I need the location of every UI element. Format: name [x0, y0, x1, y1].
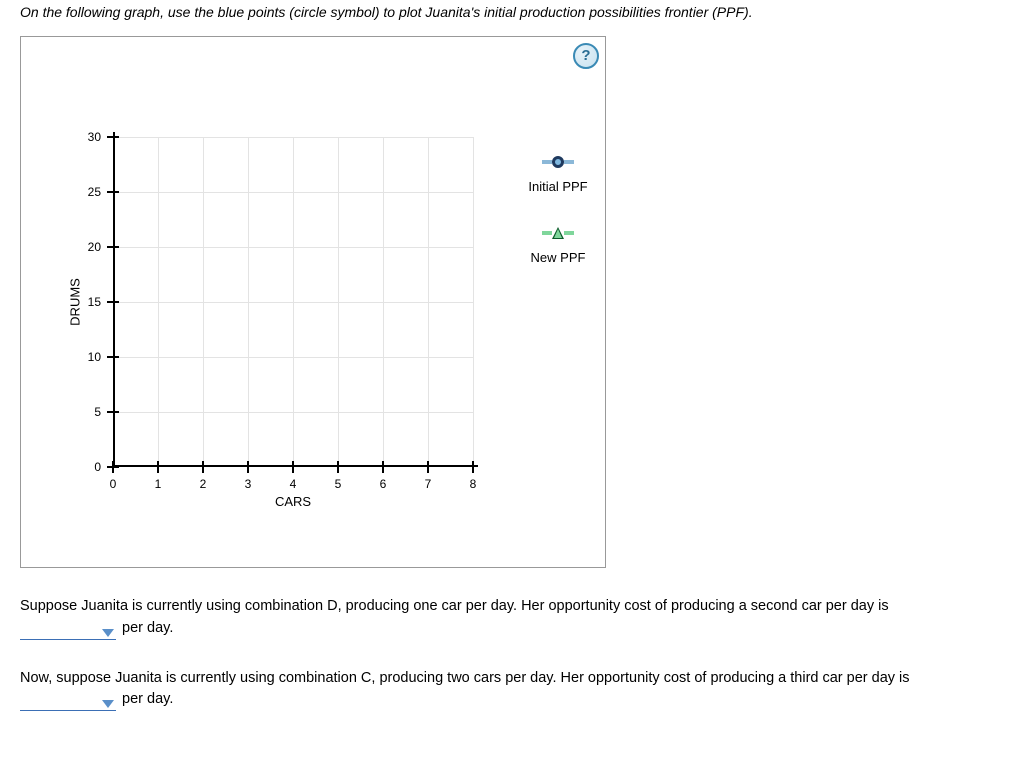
dropdown-q1[interactable]: [20, 621, 116, 640]
x-tick: [472, 461, 474, 473]
x-tick-label: 3: [245, 477, 252, 491]
y-tick: [107, 136, 119, 138]
x-tick-label: 1: [155, 477, 162, 491]
x-tick-label: 6: [380, 477, 387, 491]
y-axis-line: [113, 132, 115, 467]
y-tick-label: 5: [77, 405, 101, 419]
grid-line-v: [473, 137, 474, 467]
question-1-suffix: per day.: [122, 620, 173, 636]
y-tick-label: 25: [77, 185, 101, 199]
question-1: Suppose Juanita is currently using combi…: [20, 596, 1004, 640]
x-tick: [202, 461, 204, 473]
y-tick: [107, 301, 119, 303]
legend-dash-right: [564, 160, 574, 164]
instruction-text: On the following graph, use the blue poi…: [20, 4, 1004, 20]
x-tick-label: 7: [425, 477, 432, 491]
y-tick-label: 15: [77, 295, 101, 309]
x-tick-label: 2: [200, 477, 207, 491]
x-tick: [157, 461, 159, 473]
x-tick-label: 0: [110, 477, 117, 491]
y-tick: [107, 191, 119, 193]
help-button[interactable]: ?: [573, 43, 599, 69]
legend-marker-initial: [542, 155, 574, 169]
x-tick-label: 4: [290, 477, 297, 491]
grid-line-h: [113, 412, 473, 413]
grid-line-h: [113, 302, 473, 303]
x-tick: [382, 461, 384, 473]
question-2-suffix: per day.: [122, 691, 173, 707]
legend-label-new: New PPF: [513, 250, 603, 265]
graph-panel: ? Initial PPF New PPF: [20, 36, 606, 568]
y-tick-label: 0: [77, 460, 101, 474]
grid-line-h: [113, 137, 473, 138]
dropdown-q2[interactable]: [20, 692, 116, 711]
legend-item-initial-ppf[interactable]: Initial PPF: [513, 151, 603, 194]
y-tick-label: 30: [77, 130, 101, 144]
circle-icon: [552, 156, 564, 168]
legend-item-new-ppf[interactable]: New PPF: [513, 222, 603, 265]
plot-area[interactable]: DRUMS CARS 012345678051015202530: [113, 137, 473, 467]
y-tick: [107, 466, 119, 468]
x-tick-label: 5: [335, 477, 342, 491]
x-tick-label: 8: [470, 477, 477, 491]
grid-line-h: [113, 357, 473, 358]
legend-label-initial: Initial PPF: [513, 179, 603, 194]
x-tick: [247, 461, 249, 473]
x-tick: [292, 461, 294, 473]
x-tick: [427, 461, 429, 473]
y-tick-label: 10: [77, 350, 101, 364]
legend-dash-right-2: [564, 231, 574, 235]
grid-line-h: [113, 192, 473, 193]
x-tick: [337, 461, 339, 473]
triangle-icon: [552, 227, 564, 239]
grid-line-h: [113, 247, 473, 248]
x-axis-title: CARS: [275, 494, 311, 509]
y-tick: [107, 411, 119, 413]
legend-dash-left: [542, 160, 552, 164]
legend-dash-left-2: [542, 231, 552, 235]
y-tick: [107, 246, 119, 248]
question-2-prefix: Now, suppose Juanita is currently using …: [20, 670, 910, 686]
y-tick-label: 20: [77, 240, 101, 254]
legend: Initial PPF New PPF: [513, 151, 603, 293]
question-1-prefix: Suppose Juanita is currently using combi…: [20, 598, 889, 614]
y-tick: [107, 356, 119, 358]
question-2: Now, suppose Juanita is currently using …: [20, 668, 1004, 712]
x-axis-line: [113, 465, 478, 467]
chevron-down-icon: [102, 629, 114, 637]
chevron-down-icon: [102, 700, 114, 708]
legend-marker-new: [542, 226, 574, 240]
